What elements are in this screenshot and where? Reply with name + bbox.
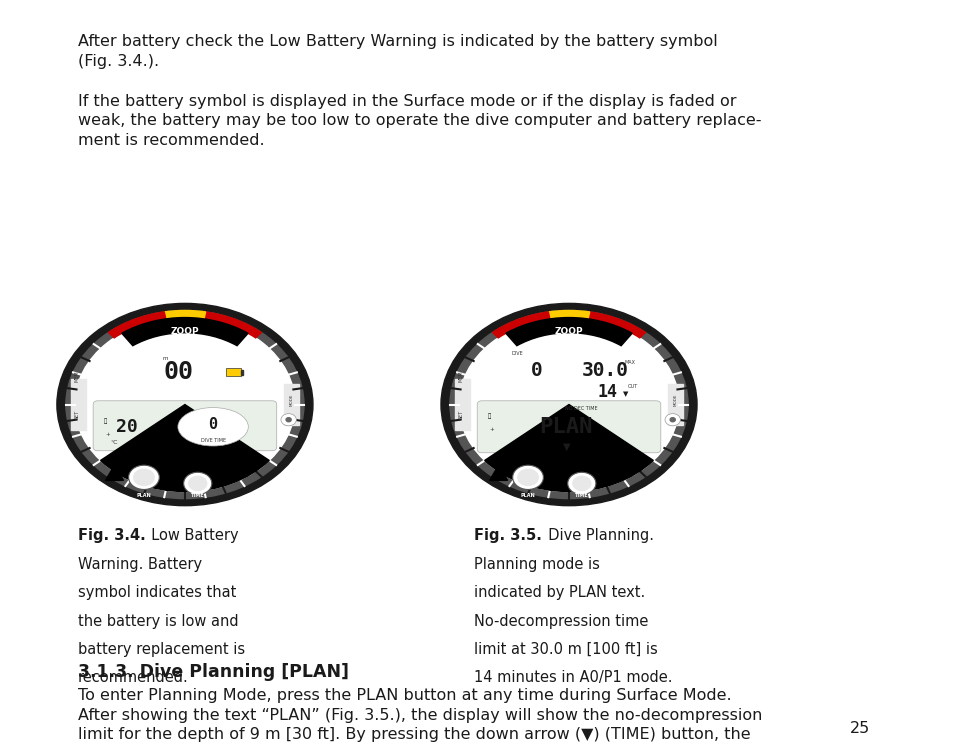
Text: 14 minutes in A0/P1 mode.: 14 minutes in A0/P1 mode. [474, 671, 672, 686]
Bar [71, 380, 87, 430]
FancyBboxPatch shape [476, 401, 660, 453]
Text: ZOOP: ZOOP [171, 327, 199, 336]
Text: DIVE TIME: DIVE TIME [200, 438, 226, 444]
Circle shape [286, 417, 291, 422]
Text: limit at 30.0 m [100 ft] is: limit at 30.0 m [100 ft] is [474, 642, 658, 657]
Text: SUUNTO: SUUNTO [170, 343, 199, 349]
Text: indicated by PLAN text.: indicated by PLAN text. [474, 585, 645, 600]
Text: TIME: TIME [575, 493, 588, 498]
Polygon shape [212, 465, 230, 480]
Circle shape [57, 303, 313, 506]
Bar [226, 368, 241, 376]
Text: Low Battery: Low Battery [142, 528, 238, 543]
Text: ▼: ▼ [622, 392, 627, 398]
Text: SUUNTO: SUUNTO [554, 343, 583, 349]
Ellipse shape [177, 407, 248, 446]
Text: MAX: MAX [624, 360, 636, 364]
Wedge shape [100, 404, 269, 491]
Circle shape [572, 476, 590, 491]
Bar [667, 384, 682, 425]
Text: recommended.: recommended. [78, 671, 189, 686]
FancyBboxPatch shape [93, 401, 276, 451]
Text: TIME: TIME [191, 493, 204, 498]
Wedge shape [548, 311, 589, 319]
Circle shape [450, 311, 687, 499]
Circle shape [129, 465, 159, 489]
Bar [455, 380, 470, 430]
Text: the battery is low and: the battery is low and [78, 614, 238, 628]
Circle shape [669, 417, 675, 422]
Text: Fig. 3.5.: Fig. 3.5. [474, 528, 541, 543]
Text: Planning mode is: Planning mode is [474, 556, 599, 572]
Text: PLAN: PLAN [520, 493, 535, 498]
Text: OUT: OUT [627, 384, 638, 389]
Circle shape [517, 469, 537, 485]
Text: 25: 25 [849, 720, 870, 736]
Circle shape [74, 318, 294, 491]
Circle shape [512, 465, 543, 489]
Text: ZOOP: ZOOP [554, 327, 582, 336]
Text: ▼: ▼ [562, 442, 570, 452]
Wedge shape [484, 404, 653, 491]
Text: Dive Planning.: Dive Planning. [538, 528, 653, 543]
Text: 14: 14 [597, 383, 617, 401]
Circle shape [184, 472, 212, 494]
Text: PLAN: PLAN [136, 493, 152, 498]
Wedge shape [204, 312, 261, 338]
Circle shape [280, 414, 296, 426]
Wedge shape [122, 318, 248, 345]
Wedge shape [109, 312, 166, 338]
Wedge shape [505, 318, 632, 345]
Text: 20: 20 [116, 418, 138, 435]
Text: 00: 00 [163, 360, 193, 384]
Circle shape [664, 414, 679, 426]
Circle shape [133, 469, 154, 485]
Text: SET: SET [74, 410, 80, 420]
Text: m: m [163, 355, 169, 361]
Polygon shape [596, 465, 613, 480]
Text: DIVE: DIVE [512, 352, 523, 357]
Circle shape [567, 472, 596, 494]
Text: MEM: MEM [458, 370, 463, 382]
Text: battery replacement is: battery replacement is [78, 642, 245, 657]
Wedge shape [587, 312, 645, 338]
Circle shape [189, 476, 207, 491]
Text: NO DEC TIME: NO DEC TIME [565, 406, 598, 411]
Wedge shape [492, 312, 549, 338]
Circle shape [440, 303, 697, 506]
Polygon shape [489, 465, 507, 480]
Text: MODE: MODE [289, 393, 293, 406]
Text: °C: °C [111, 441, 118, 445]
Circle shape [458, 318, 679, 491]
Bar [241, 370, 243, 374]
Text: MEM: MEM [74, 370, 80, 382]
Text: 🤿: 🤿 [104, 418, 107, 423]
Text: 30.0: 30.0 [580, 361, 628, 380]
Text: symbol indicates that: symbol indicates that [78, 585, 236, 600]
Wedge shape [164, 311, 206, 319]
Text: After battery check the Low Battery Warning is indicated by the battery symbol
(: After battery check the Low Battery Warn… [78, 34, 717, 69]
Polygon shape [106, 465, 123, 480]
Text: SET: SET [458, 410, 463, 420]
Text: 0: 0 [531, 361, 542, 380]
Bar [283, 384, 298, 425]
Text: No-decompression time: No-decompression time [474, 614, 648, 628]
Text: Fig. 3.4.: Fig. 3.4. [78, 528, 146, 543]
Text: To enter Planning Mode, press the PLAN button at any time during Surface Mode.
A: To enter Planning Mode, press the PLAN b… [78, 688, 761, 742]
Text: PLAN: PLAN [539, 417, 593, 437]
Text: If the battery symbol is displayed in the Surface mode or if the display is fade: If the battery symbol is displayed in th… [78, 94, 760, 148]
Text: +: + [106, 432, 111, 438]
Text: 3.1.3. Dive Planning [PLAN]: 3.1.3. Dive Planning [PLAN] [78, 663, 349, 681]
Text: 🤿: 🤿 [488, 414, 491, 420]
Circle shape [66, 311, 304, 499]
Text: Warning. Battery: Warning. Battery [78, 556, 202, 572]
Text: MODE: MODE [673, 393, 677, 406]
Text: 0: 0 [209, 417, 217, 432]
Text: +: + [489, 427, 494, 432]
